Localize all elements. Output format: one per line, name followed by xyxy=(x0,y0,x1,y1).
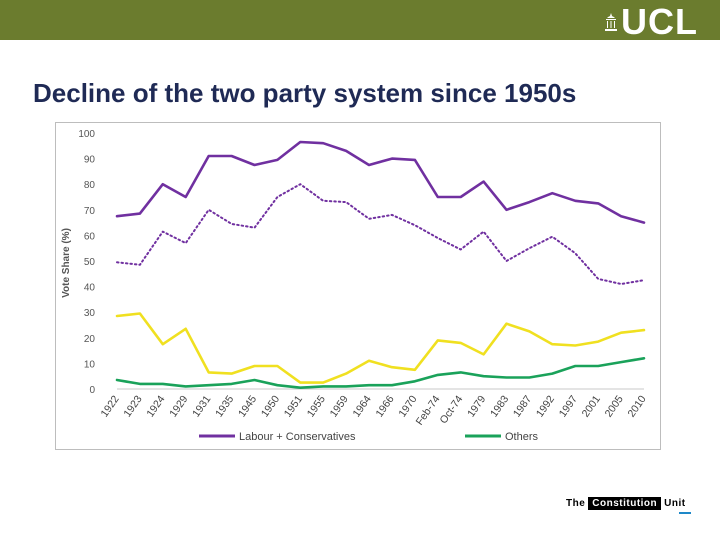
y-tick-label: 30 xyxy=(84,308,96,319)
x-tick-label: 1979 xyxy=(465,393,488,419)
x-tick-label: 1951 xyxy=(282,393,305,419)
x-tick-label: 1950 xyxy=(259,393,282,419)
legend-label: Labour + Conservatives xyxy=(239,431,356,443)
logo-the: The xyxy=(566,498,586,509)
x-tick-label: 2010 xyxy=(626,393,649,419)
logo-underline xyxy=(679,512,691,514)
x-tick-label: 1983 xyxy=(488,393,511,419)
x-tick-label: 1931 xyxy=(190,393,213,419)
constitution-unit-logo: The Constitution Unit xyxy=(566,497,691,514)
series-line xyxy=(115,357,646,390)
x-tick-label: 1945 xyxy=(236,393,259,419)
ucl-logo: UCL xyxy=(604,2,698,42)
chart-frame: 0 10 20 30 40 50 60 70 80 90 100 1922 1923 1924 1929 1… xyxy=(55,122,661,450)
y-tick-label: 100 xyxy=(78,129,95,140)
x-tick-label: 2001 xyxy=(580,393,603,419)
y-tick-label: 70 xyxy=(84,206,96,217)
x-tick-label: 2005 xyxy=(603,393,626,419)
x-tick-label: 1935 xyxy=(213,393,236,419)
x-tick-label: 1997 xyxy=(557,393,580,419)
y-tick-label: 60 xyxy=(84,231,96,242)
header-bar xyxy=(0,0,720,40)
x-tick-label: 1929 xyxy=(167,393,190,419)
x-tick-label: 1987 xyxy=(511,393,534,419)
y-axis-title: Vote Share (%) xyxy=(61,228,72,298)
legend-label: Others xyxy=(505,431,539,443)
logo-constitution: Constitution xyxy=(588,497,662,510)
y-tick-label: 90 xyxy=(84,155,96,166)
series-line xyxy=(115,140,646,224)
x-tick-label: 1959 xyxy=(328,393,351,419)
y-tick-label: 80 xyxy=(84,180,96,191)
slide-title: Decline of the two party system since 19… xyxy=(33,78,577,108)
legend-item: Others xyxy=(465,431,539,443)
x-tick-label: 1924 xyxy=(144,393,167,419)
portico-icon xyxy=(605,13,617,31)
y-tick-label: 0 xyxy=(89,385,95,396)
series-line xyxy=(116,183,645,285)
logo-unit: Unit xyxy=(664,498,686,509)
x-tick-label: 1955 xyxy=(305,393,328,419)
x-tick-label: Oct-74 xyxy=(438,393,466,426)
x-tick-label: 1922 xyxy=(99,393,122,419)
ucl-logo-text: UCL xyxy=(621,1,698,42)
series-line xyxy=(115,312,646,384)
x-tick-label: 1966 xyxy=(373,393,396,419)
x-tick-label: 1964 xyxy=(351,393,374,419)
y-tick-label: 20 xyxy=(84,334,96,345)
legend-item: Labour + Conservatives xyxy=(199,431,356,443)
y-tick-label: 10 xyxy=(84,359,96,370)
x-tick-label: Feb-74 xyxy=(414,393,443,427)
y-tick-label: 40 xyxy=(84,283,96,294)
y-tick-label: 50 xyxy=(84,257,96,268)
x-tick-label: 1923 xyxy=(121,393,144,419)
x-tick-label: 1992 xyxy=(534,393,557,419)
